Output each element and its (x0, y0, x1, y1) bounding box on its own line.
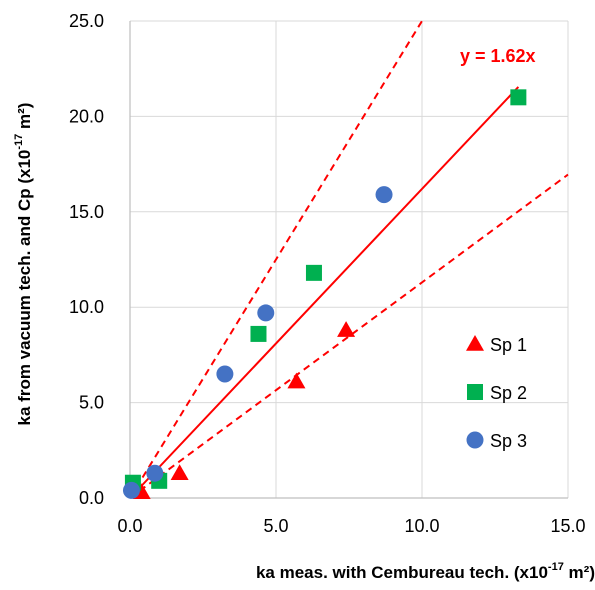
data-point-sp2 (250, 325, 267, 342)
lower-bound-line (129, 173, 569, 499)
y-tick-label: 20.0 (69, 106, 104, 126)
data-point-sp3 (257, 304, 275, 322)
data-point-sp3 (216, 365, 234, 383)
x-tick-label: 0.0 (117, 516, 142, 536)
fit-line (129, 86, 520, 499)
data-point-sp2 (305, 264, 322, 281)
y-tick-label: 0.0 (79, 488, 104, 508)
legend-marker-sp3 (466, 431, 484, 449)
x-axis-title-main: ka meas. with Cembureau tech. (x10 (256, 563, 548, 582)
data-point-sp1 (170, 464, 189, 480)
legend-marker-sp2 (467, 384, 483, 400)
data-point-sp3 (122, 481, 140, 499)
data-points (122, 89, 527, 500)
legend: Sp 1 Sp 2 Sp 3 (466, 335, 527, 451)
y-tick-label: 25.0 (69, 11, 104, 31)
y-axis-title-unit: m²) (15, 103, 34, 134)
grid-lines (129, 20, 569, 499)
upper-bound-line (129, 20, 423, 499)
legend-label-sp3: Sp 3 (490, 431, 527, 451)
legend-label-sp2: Sp 2 (490, 383, 527, 403)
fit-equation-label: y = 1.62x (460, 46, 536, 66)
x-tick-label: 10.0 (404, 516, 439, 536)
x-tick-label: 15.0 (550, 516, 585, 536)
x-axis-title-exponent: -17 (548, 561, 564, 573)
legend-marker-sp1 (466, 335, 484, 351)
y-axis-title-exponent: -17 (13, 134, 25, 150)
tick-labels: 0.0 5.0 10.0 15.0 0.0 5.0 10.0 15.0 20.0 25.0 (69, 11, 586, 536)
y-axis-title: ka from vacuum tech. and Cp (x10-17 m²) (13, 103, 34, 426)
data-point-sp3 (375, 186, 393, 204)
data-point-sp3 (146, 464, 164, 482)
x-axis-title-unit: m²) (564, 563, 595, 582)
x-axis-title: ka meas. with Cembureau tech. (x10-17 m²… (256, 561, 595, 582)
y-tick-label: 15.0 (69, 202, 104, 222)
y-tick-label: 10.0 (69, 297, 104, 317)
data-point-sp1 (287, 372, 306, 389)
data-point-sp2 (510, 89, 527, 106)
y-axis-title-main: ka from vacuum tech. and Cp (x10 (15, 150, 34, 426)
y-tick-label: 5.0 (79, 393, 104, 413)
x-tick-label: 5.0 (263, 516, 288, 536)
data-point-sp1 (337, 321, 356, 337)
legend-label-sp1: Sp 1 (490, 335, 527, 355)
trend-lines (129, 20, 569, 499)
